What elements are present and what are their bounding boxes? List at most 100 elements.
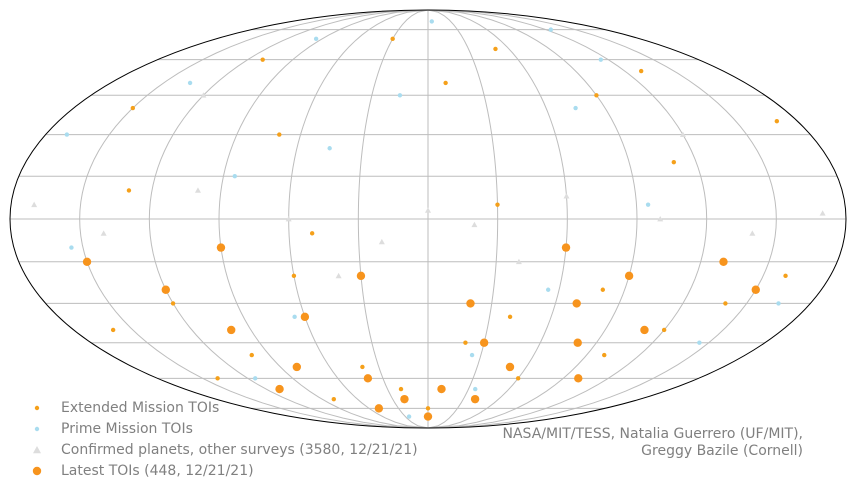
meridian [148,9,429,429]
confirmed-point [335,272,342,279]
toi-point [463,340,468,345]
toi-point [598,57,604,62]
toi-point [126,188,132,193]
toi-point [356,271,366,281]
confirmed-point [563,193,570,199]
toi-point [548,27,554,32]
toi-point [697,340,702,345]
toi-point [573,105,578,111]
toi-point [645,202,651,207]
toi-point [187,80,193,86]
toi-point [275,384,284,394]
toi-point [216,243,226,252]
toi-point [400,394,409,404]
toi-point [545,287,551,292]
toi-point [398,386,404,392]
confirmed-point [194,187,201,193]
credit-line: Greggy Bazile (Cornell) [641,443,803,459]
toi-point [437,384,446,394]
toi-point [429,19,434,24]
toi-point [277,132,282,137]
toi-point [515,376,521,381]
toi-point [227,325,236,335]
toi-point [783,273,788,279]
toi-point [479,338,489,347]
toi-point [594,93,599,98]
toi-point [572,299,581,308]
confirmed-point [200,92,207,98]
toi-point [360,364,365,370]
meridian [79,9,429,429]
confirmed-point [749,230,756,236]
toi-point [600,287,606,292]
toi-point [425,406,431,411]
toi-point [470,394,480,404]
toi-point [751,285,760,294]
toi-point [331,396,336,402]
confirmed-point [285,216,292,222]
meridian [218,9,429,429]
toi-point [495,202,500,207]
legend-marker [34,405,40,411]
legend-label: Latest TOIs (448, 12/21/21) [61,463,254,479]
confirmed-point [471,221,478,228]
toi-point [374,404,384,413]
toi-point [505,362,515,372]
toi-point [640,325,649,335]
toi-point [291,273,297,279]
toi-point [423,412,433,421]
toi-point [313,36,319,42]
toi-point [327,146,332,151]
toi-point [774,118,780,124]
meridian [427,9,777,429]
toi-point [110,327,116,333]
legend-label: Extended Mission TOIs [61,400,219,416]
toi-point [638,68,644,74]
toi-point [215,376,220,381]
toi-point [443,80,448,86]
toi-point [309,231,315,236]
toi-point [161,285,170,294]
legend-marker [32,466,42,476]
toi-point [363,374,373,383]
toi-point [661,327,667,333]
toi-point [573,338,582,347]
toi-point [292,314,297,320]
meridian [357,9,429,429]
legend-marker [34,426,40,432]
toi-point [776,301,781,306]
toi-point [624,271,634,281]
toi-point [260,57,265,62]
toi-point [473,386,478,392]
legend-label: Prime Mission TOIs [61,421,193,437]
toi-point [397,93,403,98]
meridian [427,9,638,429]
toi-point [406,414,412,419]
confirmed-point [657,216,664,222]
toi-point [561,243,571,252]
toi-point [723,301,728,306]
meridian [427,9,499,429]
toi-point [719,257,728,266]
toi-point [390,36,395,42]
toi-point [252,376,258,381]
legend-marker [33,446,41,454]
toi-point [507,314,513,320]
toi-point [232,174,237,179]
meridian [427,9,708,429]
toi-point [64,132,70,137]
confirmed-point [100,230,107,236]
toi-point [82,257,92,266]
toi-point [292,362,302,372]
toi-point [300,312,310,322]
toi-point [466,299,475,308]
confirmed-point [679,131,686,137]
toi-point [493,46,498,52]
confirmed-point [425,207,431,213]
confirmed-point [515,258,522,265]
toi-point [469,352,475,358]
map-outline [9,9,847,429]
toi-point [130,105,136,111]
legend-label: Confirmed planets, other surveys (3580, … [61,442,418,458]
